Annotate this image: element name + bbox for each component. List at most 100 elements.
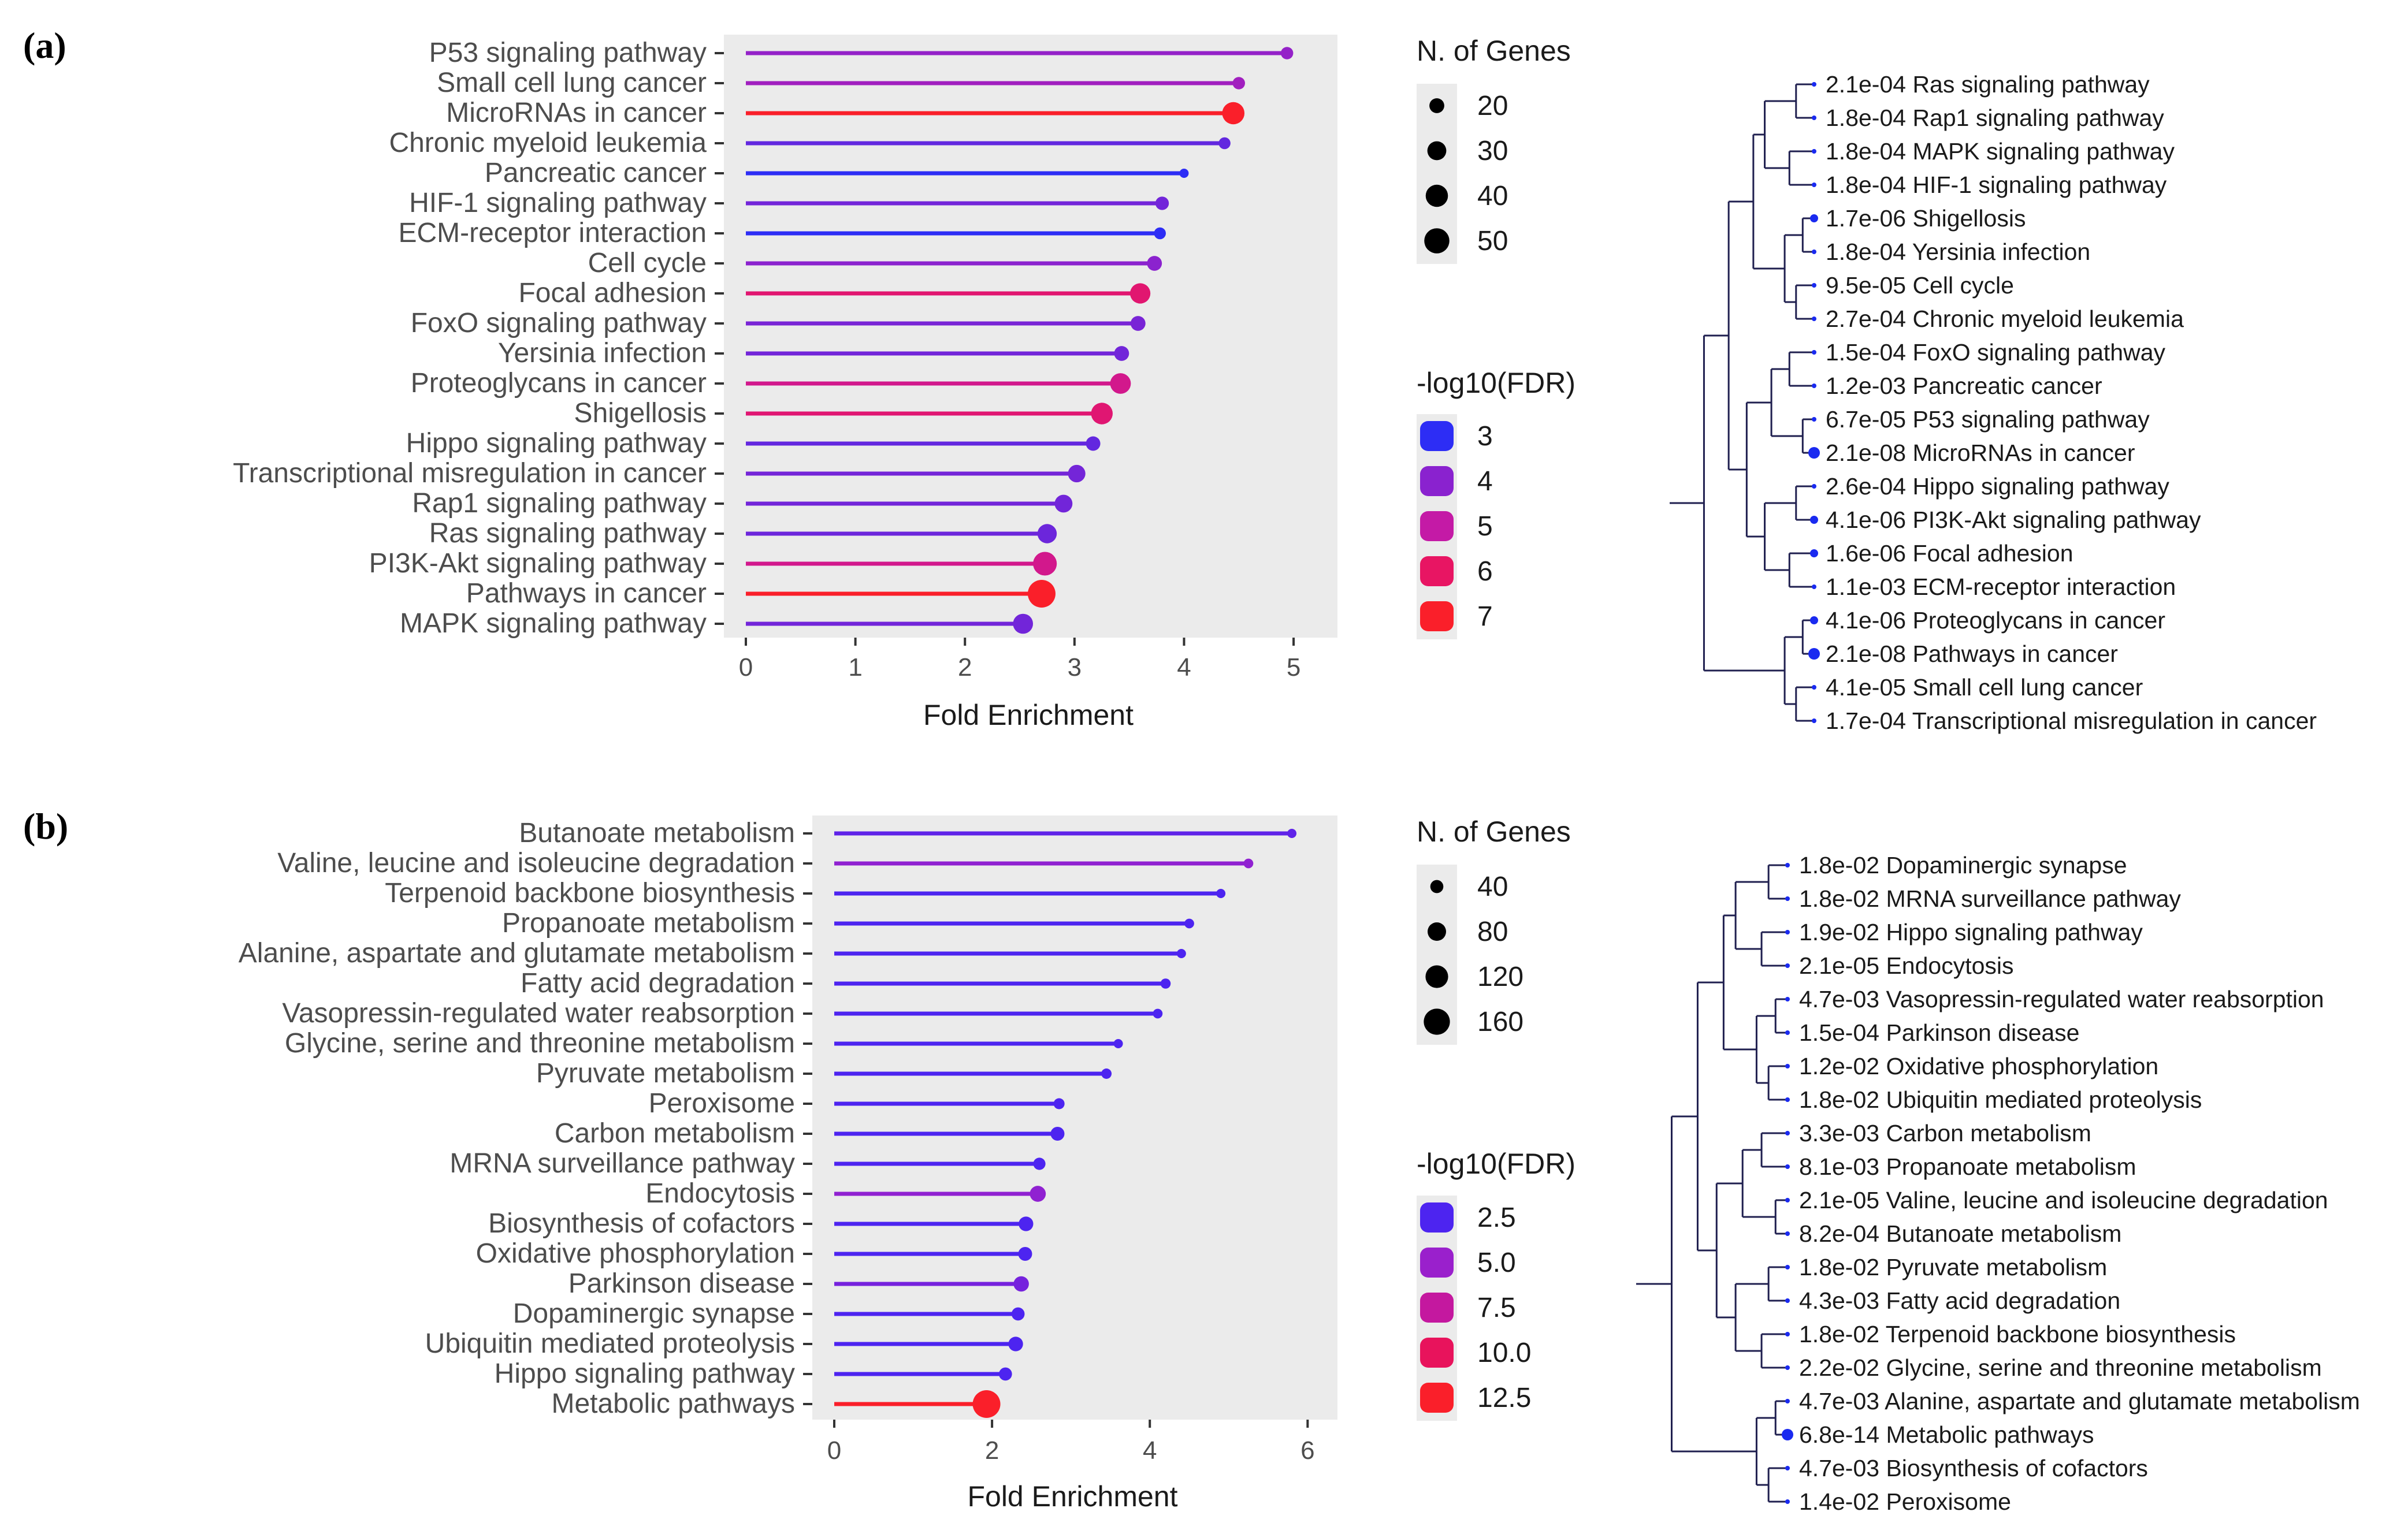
- color-legend-label: 10.0: [1477, 1338, 1531, 1368]
- category-label: PI3K-Akt signaling pathway: [369, 548, 707, 579]
- dendrogram-leaf-dot: [1810, 549, 1818, 557]
- x-tick-label: 4: [1177, 653, 1191, 682]
- dendrogram-leaf-dot: [1785, 863, 1790, 867]
- dendrogram-leaf-dot: [1785, 1466, 1790, 1470]
- category-label: Peroxisome: [649, 1088, 795, 1119]
- dendrogram-leaf-dot: [1785, 1064, 1790, 1068]
- category-label: Biosynthesis of cofactors: [488, 1208, 795, 1239]
- category-label: P53 signaling pathway: [429, 38, 707, 68]
- dendrogram-leaf-label: 1.7e-06 Shigellosis: [1826, 205, 2026, 232]
- dendrogram-leaf-dot: [1785, 1030, 1790, 1035]
- size-legend-dot: [1424, 1008, 1450, 1035]
- dendrogram-leaf-dot: [1785, 1231, 1790, 1236]
- category-label: HIF-1 signaling pathway: [409, 188, 707, 218]
- panel-b: (b) 0 2 4 6 Fold Enrichment Butanoate metaboli…: [23, 806, 2360, 1515]
- x-axis-label: Fold Enrichment: [923, 699, 1134, 731]
- category-label: Alanine, aspartate and glutamate metabol…: [239, 938, 795, 969]
- panel-label: (b): [23, 806, 68, 847]
- x-tick-label: 6: [1300, 1436, 1314, 1465]
- dendrogram-leaf-dot: [1812, 183, 1816, 187]
- color-legend-label: 4: [1477, 466, 1493, 497]
- dendrogram-leaf-label: 8.2e-04 Butanoate metabolism: [1799, 1220, 2121, 1247]
- dendrogram-leaf-label: 6.8e-14 Metabolic pathways: [1799, 1421, 2094, 1448]
- size-legend-dot: [1429, 98, 1444, 113]
- lollipop-point: [1110, 373, 1131, 394]
- category-label: Metabolic pathways: [551, 1388, 795, 1419]
- lollipop-point: [1130, 316, 1146, 331]
- dendrogram-leaf-dot: [1785, 1499, 1790, 1504]
- lollipop-point: [1222, 102, 1245, 125]
- lollipop-point: [1179, 169, 1189, 178]
- x-tick-label: 2: [985, 1436, 999, 1465]
- lollipop-point: [1091, 403, 1113, 425]
- category-label: Terpenoid backbone biosynthesis: [385, 878, 795, 909]
- dendrogram-leaf-label: 1.5e-04 Parkinson disease: [1799, 1019, 2079, 1046]
- category-label: ECM-receptor interaction: [398, 218, 707, 248]
- lollipop-point: [1033, 1157, 1046, 1170]
- category-label: Endocytosis: [645, 1178, 795, 1209]
- plot-background: [812, 816, 1337, 1420]
- lollipop-point: [1218, 137, 1231, 150]
- dendrogram-leaf-dot: [1812, 82, 1816, 87]
- size-legend-label: 40: [1477, 181, 1508, 211]
- lollipop-point: [1155, 196, 1169, 210]
- x-tick-label: 0: [827, 1436, 841, 1465]
- lollipop-point: [1160, 978, 1171, 989]
- dendrogram-leaf-dot: [1808, 648, 1820, 660]
- color-legend-swatch: [1420, 511, 1454, 541]
- dendrogram-leaf-label: 2.1e-04 Ras signaling pathway: [1826, 71, 2150, 98]
- dendrogram-leaf-dot: [1782, 1429, 1793, 1440]
- dendrogram-leaf-label: 2.1e-05 Valine, leucine and isoleucine d…: [1799, 1187, 2328, 1213]
- color-legend-swatch: [1420, 1202, 1454, 1233]
- x-axis-label: Fold Enrichment: [967, 1480, 1177, 1513]
- category-label: Transcriptional misregulation in cancer: [233, 458, 707, 489]
- dendrogram-leaf-dot: [1812, 250, 1816, 254]
- lollipop-point: [1027, 580, 1056, 608]
- lollipop-point: [1011, 1307, 1025, 1321]
- lollipop-point: [1050, 1127, 1065, 1141]
- dendrogram-leaf-dot: [1785, 1298, 1790, 1303]
- lollipop-point: [1013, 1276, 1029, 1292]
- category-label: MicroRNAs in cancer: [446, 98, 707, 128]
- dendrogram-leaf-label: 3.3e-03 Carbon metabolism: [1799, 1120, 2091, 1146]
- category-label: Pancreatic cancer: [485, 158, 707, 188]
- x-tick-label: 4: [1143, 1436, 1157, 1465]
- lollipop-point: [1176, 949, 1186, 958]
- category-label: Hippo signaling pathway: [495, 1358, 795, 1389]
- category-label: Pathways in cancer: [466, 578, 707, 609]
- lollipop-point: [1019, 1216, 1034, 1231]
- dendrogram: 1.8e-02 Dopaminergic synapse 1.8e-02 MRNA…: [1636, 852, 2360, 1515]
- lollipop-point: [1068, 464, 1086, 483]
- x-tick-label: 0: [739, 653, 753, 682]
- size-legend-dot: [1425, 965, 1448, 988]
- color-legend-label: 7: [1477, 601, 1493, 632]
- dendrogram-leaf-label: 1.8e-02 Terpenoid backbone biosynthesis: [1799, 1321, 2236, 1347]
- size-legend-label: 40: [1477, 872, 1508, 902]
- color-legend-label: 2.5: [1477, 1202, 1516, 1233]
- dendrogram-leaf-dot: [1785, 1399, 1790, 1403]
- dendrogram-leaf-label: 4.1e-06 Proteoglycans in cancer: [1826, 607, 2165, 634]
- color-legend-swatch: [1420, 421, 1454, 451]
- dendrogram-leaf-dot: [1812, 317, 1816, 321]
- lollipop-point: [1147, 256, 1162, 271]
- category-label: Proteoglycans in cancer: [411, 368, 707, 399]
- x-tick-label: 1: [848, 653, 862, 682]
- color-legend-label: 7.5: [1477, 1293, 1516, 1323]
- dendrogram-leaf-label: 1.8e-02 MRNA surveillance pathway: [1799, 885, 2181, 912]
- dendrogram-leaf-dot: [1785, 997, 1790, 1001]
- dendrogram-leaf-dot: [1810, 616, 1818, 624]
- category-label: Chronic myeloid leukemia: [389, 128, 707, 158]
- category-label: Yersinia infection: [498, 338, 707, 368]
- color-legend-swatch: [1420, 1293, 1454, 1323]
- dendrogram-leaf-label: 4.3e-03 Fatty acid degradation: [1799, 1287, 2120, 1314]
- lollipop-point: [1018, 1247, 1032, 1261]
- category-label: Parkinson disease: [568, 1268, 795, 1299]
- lollipop-point: [972, 1390, 1001, 1418]
- color-legend-swatch: [1420, 1383, 1454, 1413]
- category-label: Hippo signaling pathway: [406, 428, 707, 459]
- size-legend-dot: [1425, 184, 1448, 207]
- size-legend-label: 50: [1477, 226, 1508, 256]
- size-legend-title: N. of Genes: [1417, 816, 1571, 848]
- category-label: Propanoate metabolism: [502, 908, 795, 939]
